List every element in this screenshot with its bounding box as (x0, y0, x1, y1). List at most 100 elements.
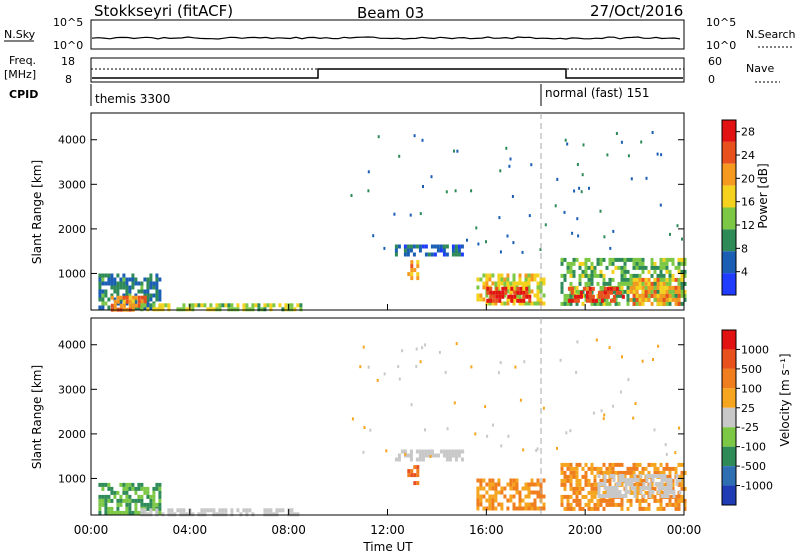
velocity-echo-cell (494, 498, 498, 503)
power-echo-cell (104, 301, 108, 306)
power-echo-cell (629, 257, 633, 262)
velocity-echo-cell (494, 506, 498, 511)
power-colorbar-segment (722, 185, 736, 208)
velocity-echo-cell (644, 490, 648, 495)
velocity-colorbar-tick-label: 100 (741, 382, 762, 395)
power-echo-cell (621, 294, 625, 299)
velocity-echo-cell (597, 490, 601, 494)
power-echo-cell (524, 301, 528, 306)
velocity-echo-cell (635, 462, 639, 467)
velocity-echo-cell (612, 490, 616, 494)
power-echo-cell (530, 163, 533, 167)
power-echo-cell (257, 303, 261, 308)
velocity-echo-cell (663, 474, 667, 478)
velocity-echo-cell (602, 490, 606, 495)
velocity-echo-cell (104, 494, 108, 499)
power-echo-cell (587, 281, 591, 286)
velocity-echo-cell (98, 498, 102, 503)
power-echo-cell (626, 297, 630, 302)
velocity-echo-cell (488, 506, 492, 511)
power-echo-cell (563, 301, 567, 306)
power-echo-cell (476, 285, 480, 290)
velocity-echo-cell (678, 490, 682, 494)
power-echo-cell (680, 257, 684, 262)
power-echo-cell (563, 257, 567, 262)
power-echo-cell (407, 272, 411, 277)
velocity-echo-cell (296, 512, 300, 517)
velocity-echo-cell (560, 502, 564, 507)
velocity-echo-cell (608, 470, 612, 475)
power-echo-cell (413, 268, 417, 273)
power-echo-cell (167, 307, 171, 312)
power-echo-cell (576, 163, 579, 166)
power-echo-cell (635, 261, 639, 266)
power-echo-cell (413, 134, 416, 138)
velocity-echo-cell (638, 462, 642, 467)
power-colorbar-tick-label: 28 (741, 126, 755, 139)
velocity-echo-cell (430, 449, 434, 454)
velocity-colorbar-tick-label: -25 (741, 421, 759, 434)
velocity-echo-cell (639, 486, 643, 490)
velocity-echo-cell (101, 498, 105, 503)
velocity-echo-cell (152, 494, 156, 499)
velocity-echo-cell (530, 482, 534, 487)
power-echo-cell (665, 297, 669, 302)
velocity-echo-cell (618, 490, 622, 494)
power-echo-cell (677, 301, 681, 306)
velocity-echo-cell (608, 462, 612, 467)
power-echo-cell (512, 277, 516, 282)
power-echo-cell (525, 294, 529, 299)
velocity-echo-cell (626, 506, 630, 511)
power-echo-cell (659, 277, 663, 282)
power-echo-cell (656, 301, 660, 306)
power-echo-cell (573, 294, 577, 299)
velocity-echo-cell (575, 486, 579, 491)
power-echo-cell (149, 285, 153, 290)
velocity-echo-cell (536, 506, 540, 511)
velocity-echo-cell (674, 498, 678, 503)
power-echo-cell (116, 295, 120, 300)
power-echo-cell (161, 307, 165, 312)
power-echo-cell (584, 261, 588, 266)
power-echo-cell (680, 273, 684, 278)
power-echo-cell (512, 301, 516, 306)
power-echo-cell (527, 301, 531, 306)
power-echo-cell (299, 303, 303, 308)
power-echo-cell (482, 285, 486, 290)
velocity-echo-cell (621, 478, 625, 482)
power-echo-cell (590, 281, 594, 286)
freq-tick-top: 18 (61, 55, 75, 68)
nsky-frame (90, 19, 685, 50)
power-echo-cell (671, 261, 675, 266)
velocity-echo-cell (527, 482, 531, 487)
velocity-echo-cell (122, 482, 126, 487)
velocity-echo-cell (494, 490, 498, 495)
velocity-echo-cell (590, 486, 594, 491)
velocity-echo-cell (245, 508, 249, 513)
power-echo-cell (641, 301, 645, 306)
power-echo-cell (632, 257, 636, 262)
power-echo-cell (200, 303, 204, 308)
power-echo-cell (410, 268, 414, 273)
power-echo-cell (653, 289, 657, 294)
velocity-echo-cell (603, 486, 607, 490)
velocity-echo-cell (593, 478, 597, 483)
power-echo-cell (606, 290, 610, 295)
velocity-echo-cell (636, 478, 640, 482)
power-echo-cell (416, 260, 420, 265)
power-echo-cell (191, 307, 195, 312)
power-echo-cell (572, 273, 576, 278)
power-echo-cell (485, 277, 489, 282)
power-echo-cell (668, 285, 672, 290)
power-echo-cell (659, 289, 663, 294)
velocity-echo-cell (572, 470, 576, 475)
power-echo-cell (98, 273, 102, 278)
power-echo-cell (582, 286, 586, 291)
power-echo-cell (597, 290, 601, 295)
velocity-echo-cell (641, 466, 645, 471)
velocity-echo-cell (572, 474, 576, 479)
power-echo-cell (615, 132, 618, 135)
velocity-echo-cell (578, 478, 582, 483)
power-echo-cell (659, 297, 663, 302)
power-echo-cell (506, 281, 510, 286)
